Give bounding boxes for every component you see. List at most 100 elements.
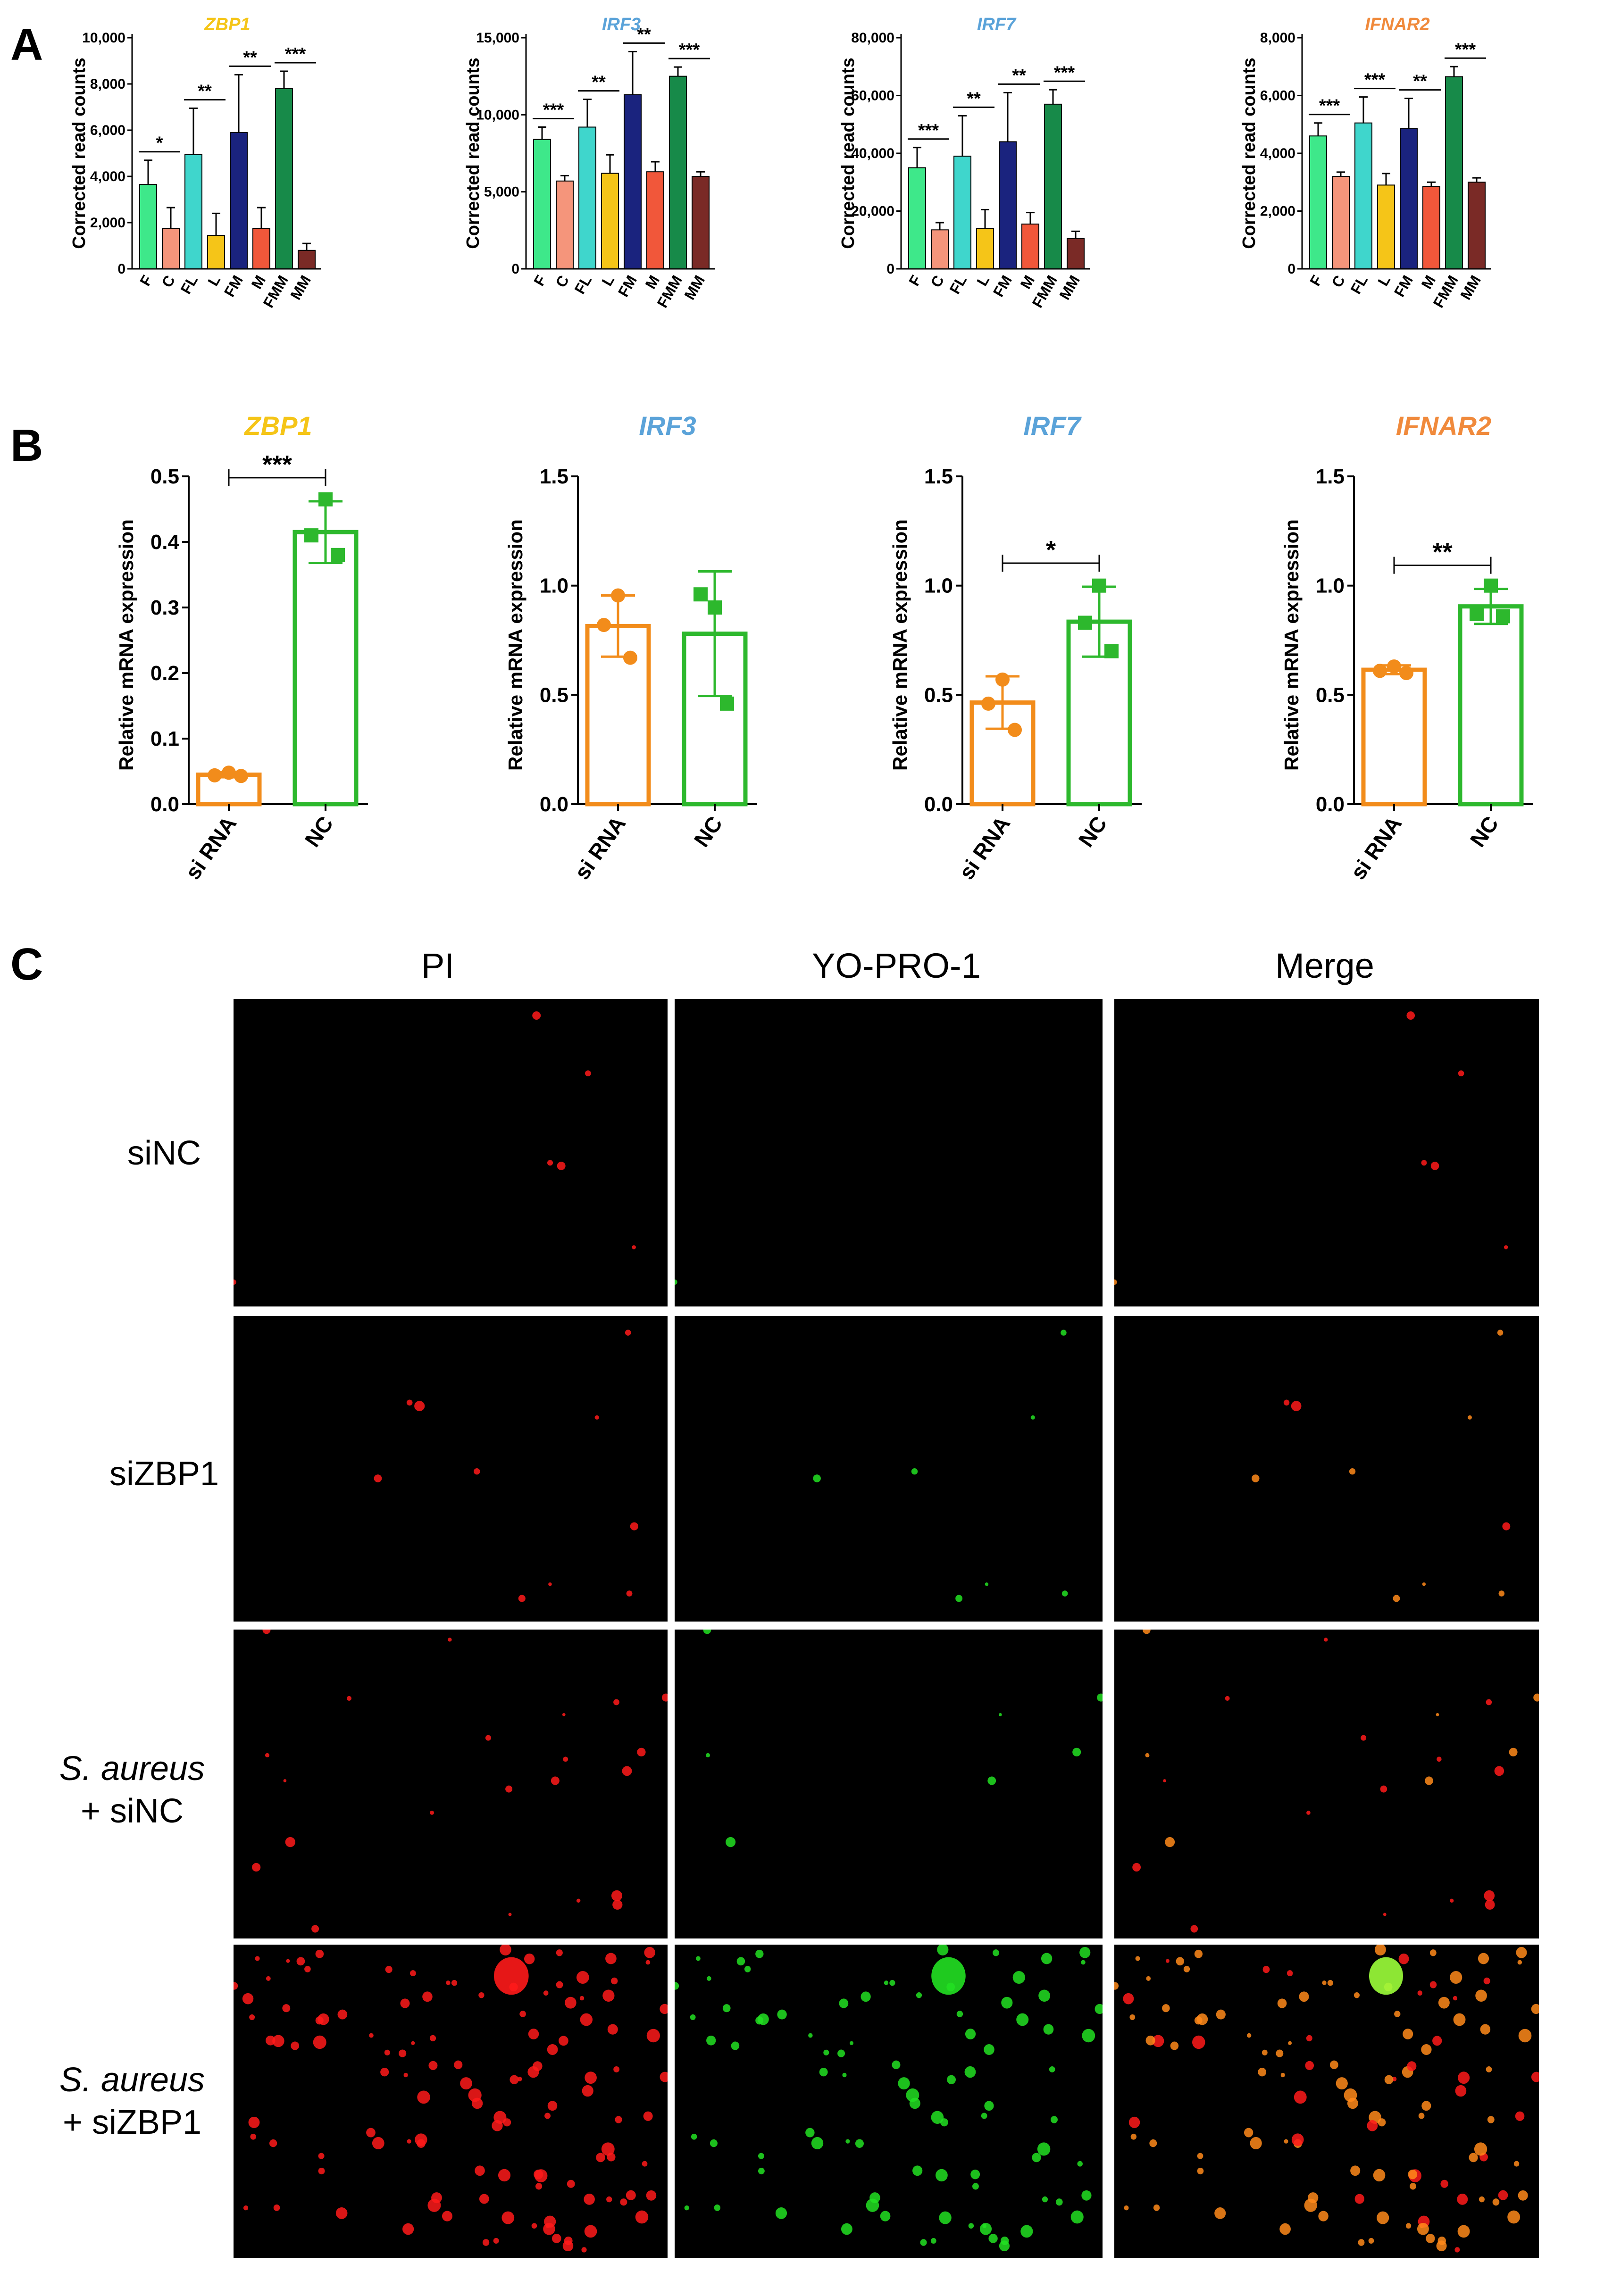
cell-spot bbox=[567, 2180, 575, 2188]
cell-spot bbox=[250, 2133, 257, 2140]
cell-spot bbox=[661, 1693, 668, 1702]
cell-spot bbox=[1421, 2044, 1432, 2055]
y-tick-label: 4,000 bbox=[1260, 146, 1295, 161]
cell-spot bbox=[1436, 2240, 1447, 2252]
cell-spot bbox=[262, 1630, 271, 1634]
panel-letter-b: B bbox=[10, 420, 43, 471]
cell-spot bbox=[889, 1980, 895, 1986]
cell-spot bbox=[1152, 2035, 1164, 2047]
cell-spot bbox=[544, 2113, 551, 2119]
cell-spot bbox=[372, 2137, 384, 2149]
y-tick-label: 60,000 bbox=[851, 88, 894, 104]
cell-spot bbox=[1194, 1949, 1203, 1958]
cell-spot bbox=[273, 2204, 280, 2211]
cell-spot bbox=[1498, 1590, 1505, 1597]
cell-spot bbox=[1374, 1945, 1386, 1955]
cell-spot bbox=[1246, 2033, 1252, 2038]
cell-spot bbox=[605, 1953, 617, 1964]
bar-fmm bbox=[275, 88, 293, 270]
cell-spot bbox=[1438, 1997, 1450, 2009]
cell-spot bbox=[1030, 1415, 1035, 1420]
cell-spot bbox=[612, 1899, 623, 1910]
cell-spot bbox=[492, 2120, 503, 2131]
cell-spot bbox=[1283, 1399, 1290, 1406]
cell-spot bbox=[626, 1590, 633, 1597]
bar-fmm bbox=[669, 75, 687, 270]
cell-spot bbox=[1149, 2139, 1157, 2147]
significance-label: *** bbox=[262, 450, 292, 479]
y-tick-label: 0.4 bbox=[150, 531, 180, 554]
cell-spot bbox=[533, 2061, 543, 2071]
cell-spot bbox=[304, 1965, 311, 1972]
cell-spot bbox=[1494, 1766, 1504, 1776]
cell-spot bbox=[384, 2049, 390, 2055]
cell-spot bbox=[478, 1992, 485, 1998]
cell-spot bbox=[1367, 2120, 1378, 2131]
chart-a-irf3: IRF3 Corrected read counts 0 5,000 10,000 15,… bbox=[463, 15, 715, 311]
cell-spot bbox=[551, 2234, 561, 2243]
cell-spot bbox=[855, 2139, 864, 2148]
cell-spot bbox=[417, 2090, 430, 2104]
cell-spot bbox=[884, 1980, 889, 1985]
cell-spot bbox=[409, 1970, 416, 1977]
data-point bbox=[623, 650, 637, 665]
cell-spot bbox=[534, 2169, 543, 2180]
chart-title: IRF3 bbox=[602, 15, 641, 34]
cell-spot bbox=[385, 1966, 393, 1973]
data-point bbox=[1104, 644, 1119, 658]
bar-mm bbox=[298, 250, 316, 269]
cell-spot bbox=[1072, 1747, 1081, 1756]
data-point bbox=[995, 672, 1010, 687]
cell-spot bbox=[632, 1245, 636, 1249]
cell-spot bbox=[291, 2041, 300, 2050]
chart-title: IRF7 bbox=[977, 15, 1017, 34]
cell-spot bbox=[252, 1863, 261, 1872]
cell-spot bbox=[601, 2142, 615, 2156]
cell-spot bbox=[970, 2169, 980, 2180]
chart-title: IRF7 bbox=[1023, 411, 1082, 441]
cell-spot bbox=[296, 1957, 305, 1966]
y-tick-label: 0 bbox=[511, 261, 519, 277]
cell-spot bbox=[498, 2169, 511, 2182]
cell-spot bbox=[234, 1279, 236, 1285]
cell-spot bbox=[1454, 2247, 1460, 2253]
y-axis-label: Relative mRNA expression bbox=[504, 519, 526, 771]
cell-spot bbox=[1329, 2060, 1338, 2070]
cell-spot bbox=[594, 1415, 599, 1420]
cell-spot bbox=[892, 2060, 901, 2070]
cell-spot bbox=[1349, 1468, 1356, 1475]
cell-spot bbox=[1450, 1971, 1462, 1984]
cell-spot bbox=[1049, 2066, 1055, 2072]
cell-spot bbox=[1453, 1996, 1458, 2001]
x-tick-label: F bbox=[905, 273, 925, 289]
significance-label: *** bbox=[1455, 40, 1476, 59]
cell-spot bbox=[1358, 2239, 1365, 2246]
y-tick-label: 2,000 bbox=[90, 215, 125, 231]
cell-spot bbox=[845, 2139, 850, 2144]
cell-spot bbox=[411, 2041, 415, 2045]
chart-b-ifnar2: IFNAR2 Relative mRNA expression 0.0 0.5 1.0 1… bbox=[1280, 411, 1533, 884]
cell-spot bbox=[1163, 1779, 1166, 1782]
significance-label: ** bbox=[243, 48, 257, 67]
bar-fm bbox=[230, 132, 248, 269]
cell-spot bbox=[429, 2035, 436, 2042]
cell-spot bbox=[936, 2169, 948, 2182]
bar-fl bbox=[1354, 122, 1372, 269]
micrograph-canvas bbox=[1132, 1630, 1539, 1933]
micrograph-canvas bbox=[675, 1279, 677, 1285]
cell-spot bbox=[979, 2222, 992, 2235]
cell-spot bbox=[1097, 1693, 1103, 1702]
cell-spot bbox=[451, 1980, 458, 1986]
cell-spot bbox=[1032, 2153, 1041, 2163]
x-tick-label: FM bbox=[221, 273, 246, 300]
cell-spot bbox=[548, 1582, 552, 1586]
cell-spot bbox=[611, 1977, 618, 1985]
cell-spot bbox=[1486, 2066, 1492, 2072]
cell-spot bbox=[1453, 2013, 1466, 2026]
cell-spot bbox=[1258, 2068, 1267, 2077]
y-tick-label: 6,000 bbox=[1260, 88, 1295, 104]
cell-spot bbox=[547, 2101, 558, 2111]
column-header-pi: PI bbox=[421, 946, 454, 985]
cell-spot bbox=[1192, 2035, 1205, 2049]
cell-spot bbox=[1306, 1810, 1311, 1815]
